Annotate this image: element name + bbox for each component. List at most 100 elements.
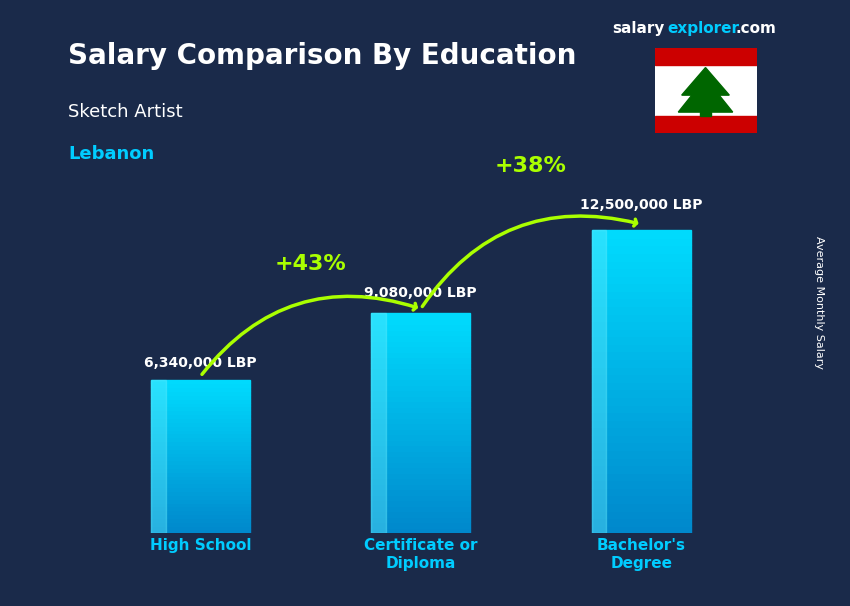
Bar (150, 395, 250, 399)
Bar (654, 48, 756, 65)
Bar (592, 518, 691, 525)
Bar (592, 336, 691, 344)
Bar (150, 510, 250, 514)
Bar (592, 344, 691, 351)
Bar (592, 405, 691, 412)
Bar (150, 514, 250, 518)
Bar (150, 495, 250, 499)
Bar (150, 407, 250, 410)
Text: Sketch Artist: Sketch Artist (68, 103, 183, 121)
Bar (371, 467, 470, 473)
Bar (371, 511, 470, 517)
Bar (592, 276, 691, 283)
Bar (150, 507, 250, 510)
Bar (592, 245, 691, 253)
Bar (592, 298, 691, 306)
Bar (592, 496, 691, 503)
Bar (592, 427, 691, 435)
Bar (592, 442, 691, 450)
Bar (150, 410, 250, 414)
Bar (371, 396, 470, 401)
Bar (150, 430, 250, 433)
Bar (150, 399, 250, 402)
Bar (150, 468, 250, 472)
Bar (150, 379, 250, 384)
Bar (371, 335, 470, 341)
Text: .com: .com (735, 21, 776, 36)
Bar (371, 407, 470, 412)
Bar (371, 418, 470, 423)
Bar (371, 456, 470, 462)
Bar (371, 341, 470, 346)
Bar (592, 306, 691, 314)
Bar (371, 440, 470, 445)
Text: Lebanon: Lebanon (68, 145, 154, 164)
Bar (592, 321, 691, 328)
Bar (592, 510, 691, 518)
Bar (150, 464, 250, 468)
Text: salary: salary (612, 21, 665, 36)
Bar (592, 253, 691, 261)
Bar (150, 433, 250, 438)
Bar (371, 435, 470, 440)
Bar (150, 479, 250, 484)
Bar (371, 517, 470, 522)
Bar (150, 499, 250, 502)
Bar (371, 494, 470, 501)
Text: 9,080,000 LBP: 9,080,000 LBP (365, 286, 477, 300)
Text: explorer: explorer (667, 21, 740, 36)
Bar (371, 423, 470, 428)
Polygon shape (678, 67, 733, 112)
Bar (592, 328, 691, 336)
Bar (150, 518, 250, 522)
Bar (150, 387, 250, 391)
Bar (592, 488, 691, 496)
Bar (371, 484, 470, 489)
Bar (700, 112, 711, 116)
Bar (150, 491, 250, 495)
Bar (371, 473, 470, 478)
Bar (592, 313, 691, 321)
Bar (150, 402, 250, 407)
Bar (371, 346, 470, 351)
Bar (150, 414, 250, 418)
Bar (371, 528, 470, 533)
Bar (150, 438, 250, 441)
Bar (592, 450, 691, 458)
Bar (371, 368, 470, 374)
Bar (592, 419, 691, 427)
Bar (150, 453, 250, 456)
Bar (592, 458, 691, 465)
Bar (592, 389, 691, 397)
Bar (150, 379, 166, 533)
Bar (371, 319, 470, 324)
Bar (150, 472, 250, 476)
Bar (371, 313, 386, 533)
Bar (150, 484, 250, 487)
Bar (150, 441, 250, 445)
Bar (150, 461, 250, 464)
Bar (592, 525, 691, 533)
Bar (150, 525, 250, 530)
Text: +43%: +43% (275, 253, 347, 273)
Bar (592, 503, 691, 510)
Bar (371, 385, 470, 390)
Bar (592, 374, 691, 382)
Bar (592, 284, 691, 291)
Bar (371, 428, 470, 435)
Bar (371, 351, 470, 357)
Bar (371, 478, 470, 484)
Bar (371, 330, 470, 335)
Bar (592, 359, 691, 367)
Bar (592, 291, 691, 298)
Bar (592, 367, 691, 374)
Text: 6,340,000 LBP: 6,340,000 LBP (144, 356, 257, 370)
Bar (371, 506, 470, 511)
Bar (150, 530, 250, 533)
Bar (371, 522, 470, 528)
Bar (592, 397, 691, 405)
Bar (592, 465, 691, 473)
Bar (150, 418, 250, 422)
Bar (371, 379, 470, 385)
Bar (371, 390, 470, 396)
